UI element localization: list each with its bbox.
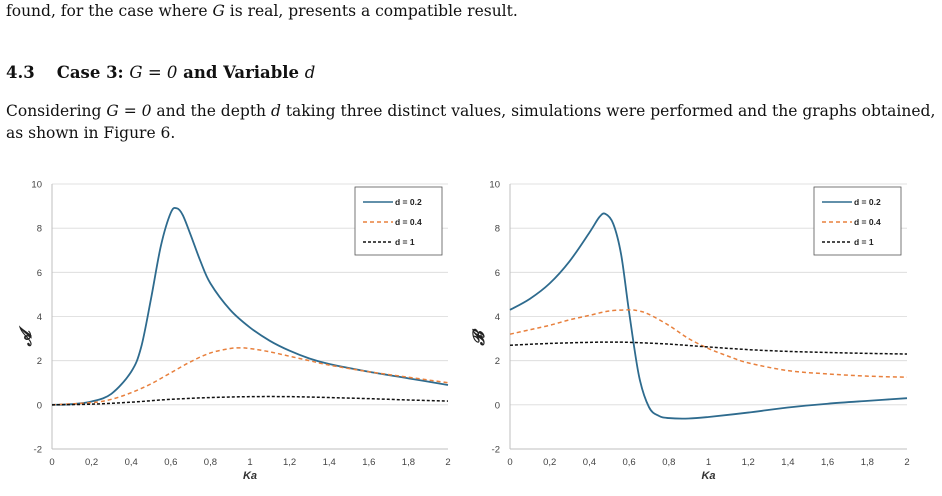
y-tick-label: 4 <box>495 312 500 323</box>
x-tick-label: 0,8 <box>204 457 217 468</box>
x-tick-label: 1,2 <box>283 457 296 468</box>
x-tick-label: 2 <box>904 457 909 468</box>
series-line-b-2 <box>509 309 908 378</box>
legend-entry: d = 0.4 <box>854 217 881 227</box>
y-tick-label: 0 <box>37 400 42 411</box>
x-tick-label: 1 <box>706 457 711 468</box>
body-paragraph: Considering G = 0 and the depth d taking… <box>6 102 936 142</box>
x-tick-label: 1,6 <box>821 457 834 468</box>
series-line-b-1 <box>509 212 908 420</box>
legend-entry: d = 0.2 <box>395 197 422 207</box>
x-tick-label: 0 <box>507 457 512 468</box>
y-tick-label: 8 <box>37 224 42 235</box>
legend-box <box>813 186 902 256</box>
x-tick-label: 0,4 <box>583 457 596 468</box>
legend-box <box>354 186 443 256</box>
y-tick-label: 2 <box>37 356 42 367</box>
x-tick-label: 0 <box>49 457 54 468</box>
x-axis-label: Ka <box>701 470 715 482</box>
x-tick-label: 0,6 <box>164 457 177 468</box>
series-line-a-2 <box>51 347 449 406</box>
section-heading: 4.3 Case 3: G = 0 and Variable d <box>6 63 316 82</box>
x-tick-label: 1,8 <box>402 457 415 468</box>
y-tick-label: 6 <box>495 268 500 279</box>
x-tick-label: 1,8 <box>861 457 874 468</box>
legend-entry: d = 1 <box>854 237 874 247</box>
x-tick-label: 1,2 <box>742 457 755 468</box>
x-tick-label: 0,2 <box>543 457 556 468</box>
x-axis-label: Ka <box>243 470 257 482</box>
x-tick-label: 1 <box>247 457 252 468</box>
x-tick-label: 0,4 <box>125 457 138 468</box>
y-axis-label: 𝓐 <box>16 324 35 347</box>
preceding-text-line: found, for the case where G is real, pre… <box>6 2 518 20</box>
legend-entry: d = 1 <box>395 237 415 247</box>
x-tick-label: 0,6 <box>622 457 635 468</box>
series-line-b-3 <box>509 341 908 355</box>
y-axis-label: 𝓑 <box>470 328 488 347</box>
y-tick-label: 6 <box>37 268 42 279</box>
x-tick-label: 1,6 <box>362 457 375 468</box>
x-tick-label: 0,2 <box>85 457 98 468</box>
y-tick-label: 10 <box>489 180 500 191</box>
y-tick-label: 2 <box>495 356 500 367</box>
y-tick-label: -2 <box>492 445 500 456</box>
x-tick-label: 0,8 <box>662 457 675 468</box>
y-tick-label: 8 <box>495 224 500 235</box>
series-line-a-3 <box>51 395 449 406</box>
y-tick-label: 0 <box>495 400 500 411</box>
x-tick-label: 2 <box>445 457 450 468</box>
x-tick-label: 1,4 <box>781 457 794 468</box>
series-line-a-1 <box>51 206 449 406</box>
section-number: 4.3 <box>6 63 35 82</box>
x-tick-label: 1,4 <box>323 457 336 468</box>
chart-B: -2 0 2 4 6 8 10 0 0,2 0,4 0,6 0,8 1 1,2 1,4 1,6 1,8 2 Ka 𝓑d… <box>470 180 910 483</box>
y-tick-label: 4 <box>37 312 42 323</box>
y-tick-label: -2 <box>34 445 42 456</box>
y-tick-label: 10 <box>31 180 42 191</box>
chart-A: -2 0 2 4 6 8 10 0 0,2 0,4 0,6 0,8 1 1,2 1,4 1,6 1,8 2 Ka 𝓐d… <box>16 180 451 483</box>
legend-entry: d = 0.2 <box>854 197 881 207</box>
legend-entry: d = 0.4 <box>395 217 422 227</box>
